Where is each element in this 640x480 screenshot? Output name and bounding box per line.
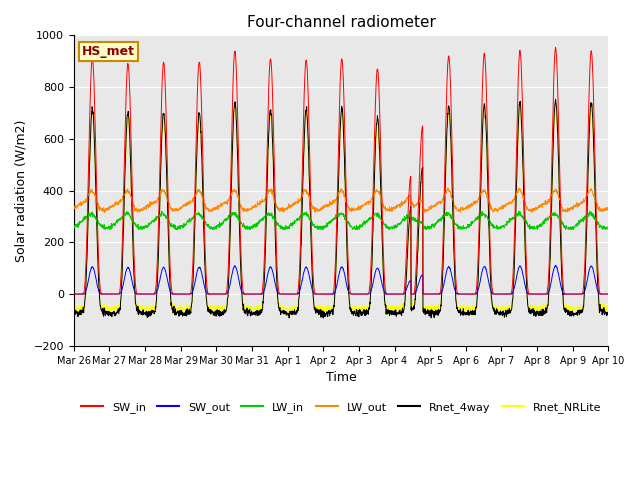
Title: Four-channel radiometer: Four-channel radiometer <box>246 15 435 30</box>
Rnet_4way <box>604 310 612 316</box>
LW_out <box>572 204 580 209</box>
LW_out <box>557 202 565 207</box>
Line: LW_in: LW_in <box>74 211 608 229</box>
LW_in <box>101 227 109 232</box>
LW_in <box>557 219 565 225</box>
Rnet_4way <box>552 96 559 102</box>
Rnet_NRLite <box>557 260 565 265</box>
LW_in <box>219 219 227 225</box>
Line: SW_out: SW_out <box>74 265 608 294</box>
LW_in <box>604 223 612 229</box>
SW_in <box>572 291 580 297</box>
Rnet_NRLite <box>497 304 504 310</box>
SW_in <box>552 45 559 50</box>
SW_out <box>368 286 376 291</box>
Rnet_4way <box>368 262 376 267</box>
Line: LW_out: LW_out <box>74 188 608 213</box>
LW_in <box>497 226 504 231</box>
LW_out <box>604 205 612 211</box>
SW_in <box>604 291 612 297</box>
SW_out <box>496 291 504 297</box>
Rnet_NRLite <box>604 305 612 311</box>
LW_out <box>70 205 77 211</box>
LW_out <box>368 195 376 201</box>
Rnet_NRLite <box>356 304 364 310</box>
SW_in <box>70 291 77 297</box>
Rnet_NRLite <box>552 100 559 106</box>
SW_out <box>70 291 77 297</box>
LW_in <box>572 222 580 228</box>
SW_out <box>552 262 559 268</box>
SW_out <box>557 284 565 290</box>
LW_out <box>515 185 522 191</box>
Text: HS_met: HS_met <box>82 45 135 58</box>
Rnet_4way <box>319 315 327 321</box>
Y-axis label: Solar radiation (W/m2): Solar radiation (W/m2) <box>15 120 28 262</box>
LW_out <box>101 210 109 216</box>
LW_out <box>497 206 504 212</box>
Rnet_4way <box>497 310 504 315</box>
SW_in <box>356 291 364 297</box>
Line: Rnet_NRLite: Rnet_NRLite <box>74 103 608 314</box>
Rnet_4way <box>356 311 364 316</box>
X-axis label: Time: Time <box>326 371 356 384</box>
Rnet_4way <box>219 310 227 315</box>
Rnet_NRLite <box>382 312 390 317</box>
SW_in <box>557 229 565 235</box>
LW_in <box>368 215 376 221</box>
SW_out <box>219 291 227 297</box>
Rnet_NRLite <box>368 265 376 271</box>
LW_in <box>586 208 593 214</box>
Legend: SW_in, SW_out, LW_in, LW_out, Rnet_4way, Rnet_NRLite: SW_in, SW_out, LW_in, LW_out, Rnet_4way,… <box>76 398 605 418</box>
LW_in <box>70 224 77 229</box>
Line: SW_in: SW_in <box>74 48 608 294</box>
Rnet_4way <box>70 310 77 316</box>
SW_in <box>219 291 227 297</box>
Rnet_NRLite <box>70 307 77 313</box>
Rnet_4way <box>572 311 580 317</box>
LW_in <box>356 224 364 230</box>
SW_in <box>496 291 504 297</box>
LW_out <box>219 200 227 206</box>
LW_out <box>356 205 364 211</box>
Rnet_NRLite <box>572 305 580 311</box>
Rnet_4way <box>557 258 565 264</box>
Line: Rnet_4way: Rnet_4way <box>74 99 608 318</box>
SW_out <box>356 291 364 297</box>
Rnet_NRLite <box>219 305 227 311</box>
SW_out <box>604 291 612 297</box>
SW_in <box>368 243 376 249</box>
SW_out <box>572 291 580 297</box>
